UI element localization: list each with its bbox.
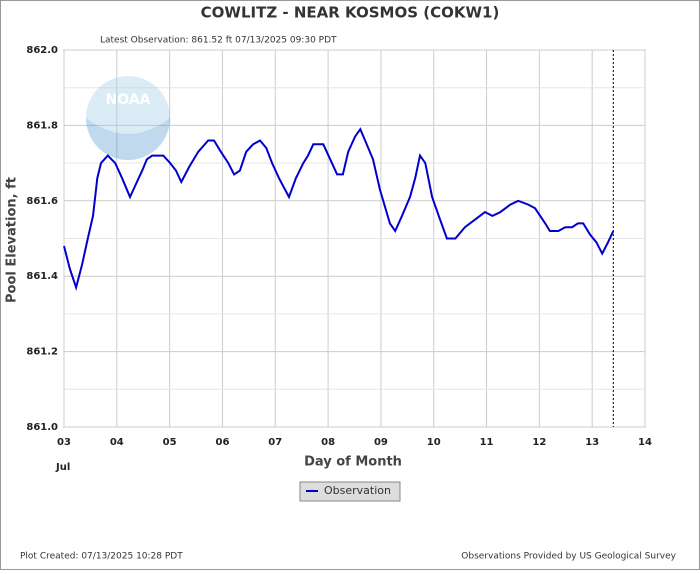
y-axis-label: Pool Elevation, ft <box>5 177 20 303</box>
x-tick-label: 12 <box>532 437 546 448</box>
x-axis-label: Day of Month <box>304 455 402 470</box>
y-tick-label: 861.6 <box>26 196 58 207</box>
x-tick-label: 08 <box>321 437 335 448</box>
legend-label: Observation <box>324 484 391 497</box>
y-tick-label: 861.2 <box>26 347 58 358</box>
y-tick-label: 862.0 <box>26 45 58 56</box>
x-tick-label: 06 <box>215 437 229 448</box>
chart-title: COWLITZ - NEAR KOSMOS (COKW1) <box>201 4 500 22</box>
legend <box>299 481 401 502</box>
subtitle: Latest Observation: 861.52 ft 07/13/2025… <box>100 36 337 46</box>
y-tick-label: 861.0 <box>26 422 58 433</box>
footer-right: Observations Provided by US Geological S… <box>461 552 676 562</box>
x-tick-label: 10 <box>427 437 441 448</box>
x-tick-label: 05 <box>163 437 177 448</box>
y-tick-label: 861.4 <box>26 271 58 282</box>
watermark: NOAA <box>106 92 151 108</box>
y-tick-label: 861.8 <box>26 120 58 131</box>
x-tick-label: 11 <box>480 437 494 448</box>
x-tick-label: 13 <box>585 437 599 448</box>
series-line <box>63 127 615 292</box>
x-sub-label: Jul <box>55 462 70 473</box>
footer-left: Plot Created: 07/13/2025 10:28 PDT <box>20 552 183 562</box>
x-tick-label: 14 <box>638 437 652 448</box>
x-tick-label: 09 <box>374 437 388 448</box>
x-tick-label: 07 <box>268 437 282 448</box>
noaa-logo: NOAA <box>86 76 170 160</box>
x-tick-label: 03 <box>57 437 71 448</box>
x-tick-label: 04 <box>110 437 124 448</box>
